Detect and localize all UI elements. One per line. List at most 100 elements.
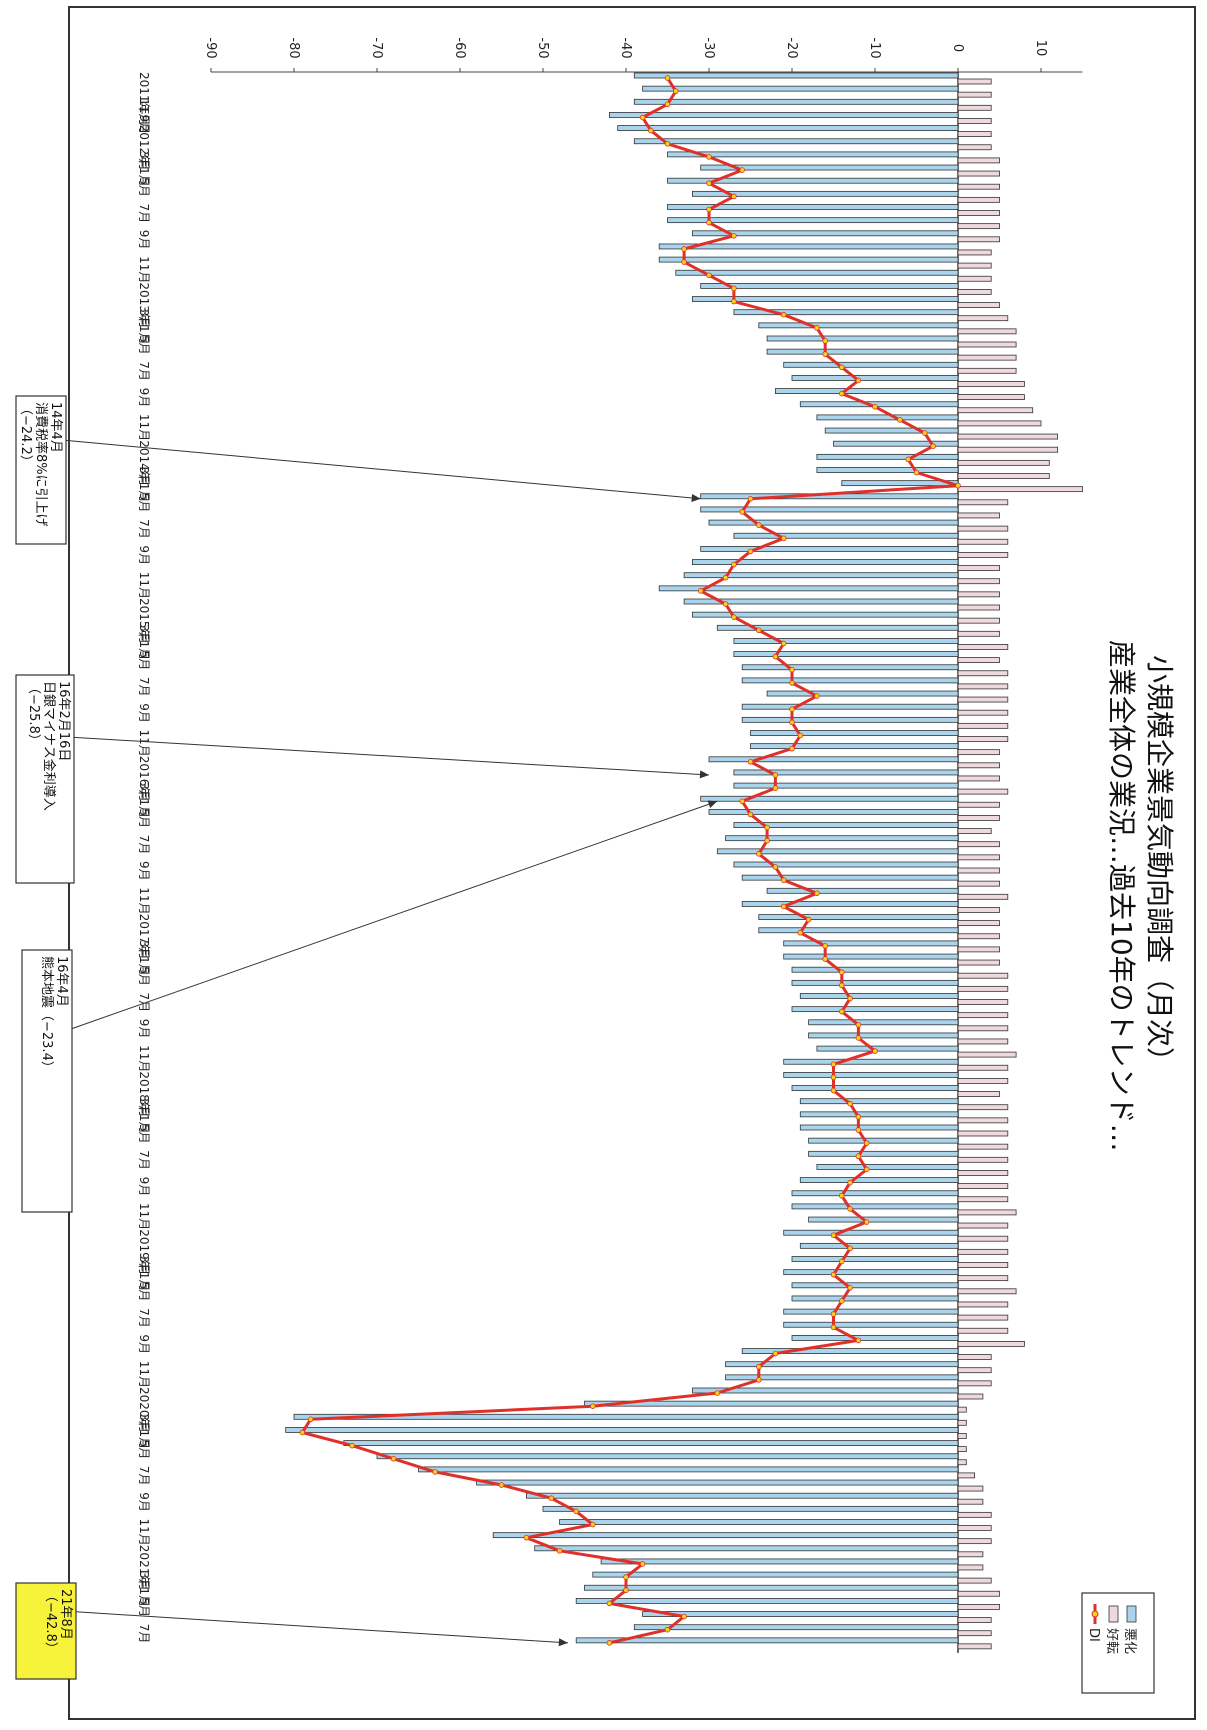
bar-bad [816,467,959,473]
bar-bad [758,914,959,920]
bar-bad [741,703,959,710]
bar-good [957,525,1009,532]
bar-bad [824,427,959,434]
di-point [921,430,928,436]
bar-good [957,223,1000,230]
bar-good [957,630,1000,637]
bar-bad [708,519,959,526]
bar-bad [808,1019,959,1026]
di-point [838,1258,845,1265]
bars-group [285,72,1083,1650]
category-label: 7月 [137,1308,151,1328]
bar-good [957,144,992,151]
bar-bad [476,1479,959,1486]
bar-good [957,1170,1009,1176]
bar-bad [799,993,959,999]
bar-bad [692,230,959,237]
bar-good [957,1104,1009,1111]
annotation-arrowhead [558,1638,568,1647]
bar-bad [559,1519,959,1525]
chart-title: 小規模企業景気動向調査（月次） [1143,655,1176,1075]
di-point [838,969,845,975]
bar-bad [633,98,959,105]
bar-good [957,1485,984,1492]
bar-bad [750,743,959,750]
bar-bad [733,309,959,316]
di-point [706,180,712,187]
di-point [855,1114,862,1120]
bar-good [957,1301,1009,1308]
di-point [606,1640,613,1646]
legend-swatch-good [1108,1605,1119,1623]
bar-good [957,617,1000,624]
category-label: 5月 [137,808,151,828]
di-point [780,877,787,883]
di-point [847,1285,853,1291]
bar-bad [733,861,959,868]
di-point [830,1061,837,1068]
bar-bad [766,690,959,697]
category-label: 7月 [137,361,151,381]
legend: 悪化 好転 DI [1081,1592,1155,1694]
bar-bad [733,822,959,828]
di-point [789,680,795,686]
category-label: 9月 [137,1334,151,1354]
di-point [855,1035,862,1041]
bar-bad [733,532,959,539]
bar-good [957,381,1025,387]
bar-good [957,1617,992,1623]
bar-bad [791,966,959,973]
bar-good [957,1459,967,1466]
di-point [299,1429,306,1436]
bar-good [957,1419,967,1426]
di-point [838,364,845,371]
category-label: 2012年1月 [137,125,151,187]
di-point [731,233,737,239]
bar-good [957,578,1000,585]
bar-bad [526,1492,959,1499]
bar-bad [575,1637,959,1644]
di-point [623,1574,629,1580]
bar-good [957,775,1000,782]
bar-good [957,1327,1009,1334]
bar-bad [783,1269,959,1276]
di-point [814,693,820,699]
category-label: 5月 [137,1440,151,1460]
category-label: 5月 [137,1597,151,1617]
bar-bad [658,585,959,592]
di-point [855,1153,862,1160]
bar-bad [692,559,959,565]
annotation-text: 16年4月 [54,956,69,1007]
di-point [755,1363,762,1370]
bar-good [957,670,1009,677]
di-point [706,219,712,226]
bar-bad [708,809,959,815]
bar-good [957,1288,1017,1295]
bar-good [957,828,992,834]
bar-good [957,420,1042,427]
di-point [664,75,671,81]
bar-bad [642,1611,959,1617]
bar-bad [492,1532,959,1539]
bar-bad [293,1413,959,1420]
bar-good [957,1643,992,1650]
di-point [706,154,712,160]
bar-good [957,1314,1009,1321]
bar-good [957,1038,1009,1045]
bar-bad [791,1085,959,1091]
bar-bad [725,835,959,842]
category-label: 9月 [137,1492,151,1512]
category-label: 5月 [137,1124,151,1144]
di-point [780,903,787,910]
di-point [814,890,820,897]
bar-good [957,999,1009,1005]
category-label: 2019年1月 [137,1229,151,1291]
bar-good [957,1209,1017,1216]
category-label: 11月 [137,256,151,283]
bar-bad [783,1058,959,1065]
bar-bad [700,164,959,171]
bar-good [957,972,1009,979]
bar-bad [741,677,959,684]
legend-label-di: DI [1086,1628,1101,1642]
bar-good [957,946,1000,953]
